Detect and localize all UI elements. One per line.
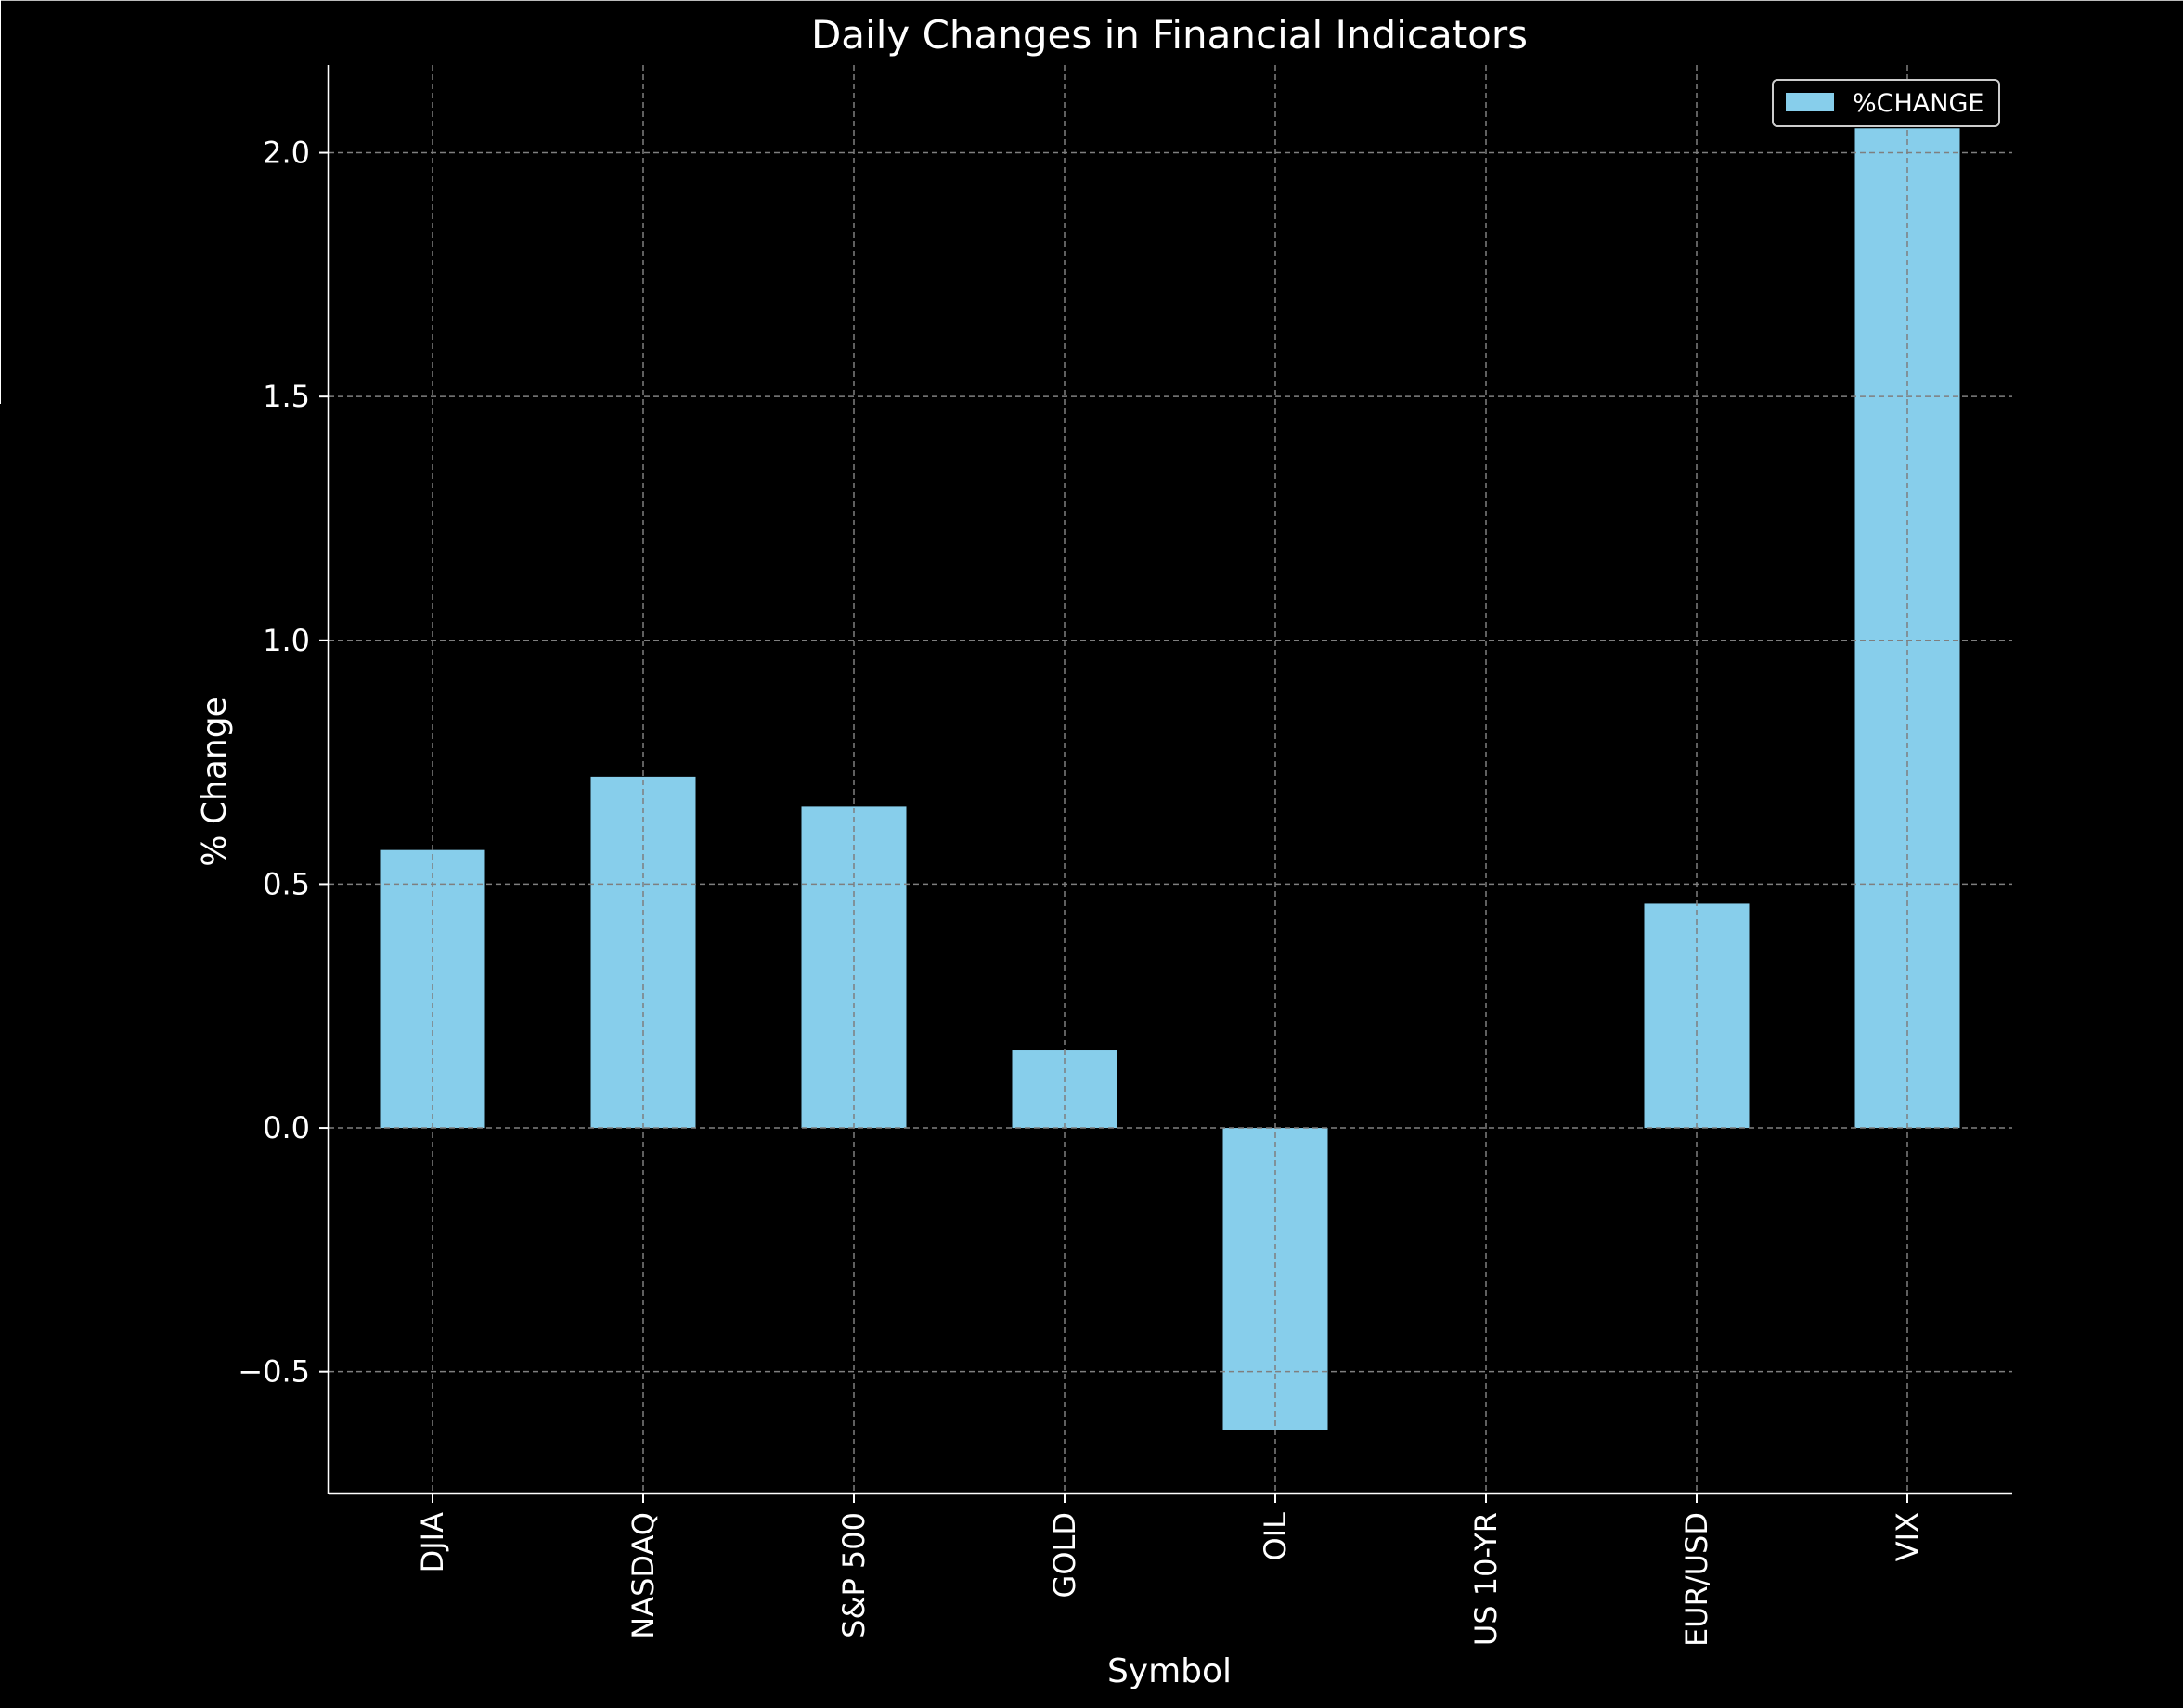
y-tick-label: 2.0 [263,136,310,171]
x-tick-label: DJIA [415,1512,450,1573]
figure-top-border [0,0,2183,1]
x-tick-label: VIX [1890,1512,1925,1561]
y-tick-label: 0.5 [263,866,310,901]
y-tick-label: 1.5 [263,379,310,414]
y-tick-label: 0.0 [263,1110,310,1145]
x-tick-label: EUR/USD [1679,1512,1714,1647]
legend-swatch [1786,93,1834,111]
legend: %CHANGE [1772,79,2000,127]
x-tick-label: S&P 500 [836,1512,872,1638]
y-tick-label: 1.0 [263,623,310,658]
legend-frame [1772,79,2000,127]
chart-title: Daily Changes in Financial Indicators [811,12,1528,58]
axis-layer [327,65,2012,1495]
tick-layer: −0.5 0.0 0.5 1.0 1.5 2.0 DJIA NASDAQ S&P 500 GOLD… [238,136,1925,1647]
x-tick-label: NASDAQ [626,1512,661,1639]
x-tick-label: US 10-YR [1468,1512,1504,1646]
bar-oil [1222,1128,1328,1430]
y-tick-label: −0.5 [238,1354,310,1390]
figure-left-border [0,0,1,404]
grid-layer [329,65,2012,1494]
bar-layer [380,128,1960,1430]
legend-label: %CHANGE [1853,89,1983,118]
x-tick-label: GOLD [1047,1512,1082,1598]
y-axis-label: % Change [196,696,234,866]
x-tick-label: OIL [1258,1512,1293,1561]
x-axis-label: Symbol [1107,1652,1232,1690]
